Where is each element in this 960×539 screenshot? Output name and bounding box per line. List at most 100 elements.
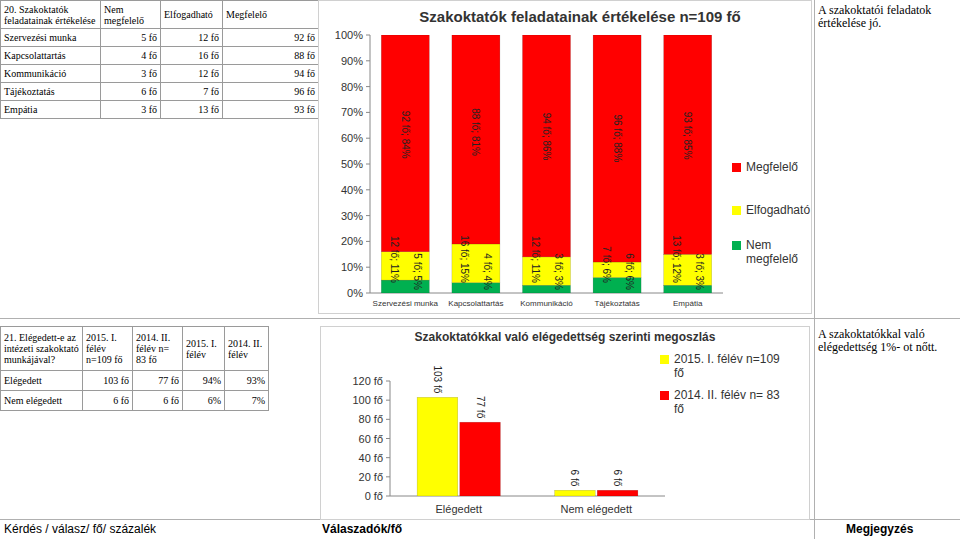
tick: [366, 112, 370, 113]
data-label: 93 fő; 85%: [682, 112, 693, 160]
tick: [366, 60, 370, 61]
bars: [417, 397, 638, 496]
chart: Szakoktatók feladatainak értékelése n=10…: [318, 0, 812, 314]
category-label: Nem elégedett: [560, 503, 632, 515]
divider: [814, 0, 815, 539]
data-label: 92 fő; 84%: [400, 111, 411, 159]
legend-label: 2015. I. félév n=109 fő: [660, 352, 785, 380]
tick-label: 40 fő: [359, 452, 383, 464]
bar: [555, 490, 596, 496]
tick: [366, 293, 370, 294]
cell: 12 fő: [161, 65, 223, 83]
cell: Elégedett: [1, 371, 83, 391]
bar: [664, 35, 712, 254]
table-body: 21. Elégedett-e az intézeti szakoktató m…: [1, 327, 269, 411]
bar: [460, 422, 501, 496]
bar: [597, 490, 638, 496]
cell: 88 fő: [223, 47, 319, 65]
cell: 92 fő: [223, 29, 319, 47]
table-body: 20. Szakoktatók feladatainak értékeléseN…: [1, 1, 319, 119]
row: Szervezési munka5 fő12 fő92 fő: [1, 29, 319, 47]
header-row: 21. Elégedett-e az intézeti szakoktató m…: [1, 327, 269, 371]
tick: [366, 215, 370, 216]
data-label: 6 fő: [569, 470, 580, 487]
tick-label: 60 fő: [359, 433, 383, 445]
cell: 6 fő: [101, 83, 161, 101]
cell: 4 fő: [101, 47, 161, 65]
cell: 94%: [183, 371, 225, 391]
cell: Tájékoztatás: [1, 83, 101, 101]
data-label: 88 fő; 81%: [470, 108, 481, 156]
cell: 6%: [183, 391, 225, 411]
cell: Szervezési munka: [1, 29, 101, 47]
tick: [366, 86, 370, 87]
data-label: 16 fő; 15%: [459, 235, 470, 283]
tick-label: 60%: [341, 132, 363, 144]
tick-label: 20 fő: [359, 471, 383, 483]
data-labels: 5 fő; 5%4 fő; 4%3 fő; 3%6 fő; 6%3 fő; 3%…: [389, 108, 705, 290]
footer-text: Kérdés / válasz/ fő/ százalék: [4, 522, 156, 536]
chart-frame: [319, 1, 812, 314]
cell: 7%: [225, 391, 269, 411]
page: 20. Szakoktatók feladatainak értékeléseN…: [0, 0, 960, 539]
tick: [386, 438, 390, 439]
header-cell: Megfelelő: [223, 1, 319, 29]
data-label: 6 fő: [612, 470, 623, 487]
cell: 3 fő: [101, 101, 161, 119]
cell: 77 fő: [133, 371, 183, 391]
category-label: Szervezési munka: [373, 299, 439, 308]
y-axis: [390, 381, 391, 496]
cell: 7 fő: [161, 83, 223, 101]
chart-frame: [321, 327, 810, 520]
tick: [366, 267, 370, 268]
table: 20. Szakoktatók feladatainak értékeléseN…: [0, 0, 319, 119]
legend-label: Nem megfelelő: [732, 238, 810, 266]
row: Nem elégedett6 fő6 fő6%7%: [1, 391, 269, 411]
data-label: 13 fő; 12%: [671, 235, 682, 283]
cell: Kommunikáció: [1, 65, 101, 83]
tick-label: 80%: [341, 81, 363, 93]
cell: 93%: [225, 371, 269, 391]
bar: [381, 35, 429, 252]
tick: [386, 476, 390, 477]
data-labels: 103 fő6 fő77 fő6 fő: [432, 365, 623, 486]
bar: [417, 397, 458, 496]
legend-swatch: [732, 206, 741, 215]
table: 21. Elégedett-e az intézeti szakoktató m…: [0, 326, 269, 411]
cell: 6 fő: [133, 391, 183, 411]
tick: [386, 419, 390, 420]
cell: 93 fő: [223, 101, 319, 119]
header-cell: Nem megfelelő: [101, 1, 161, 29]
cell: 6 fő: [83, 391, 133, 411]
data-label: 12 fő; 11%: [530, 236, 541, 283]
tick: [386, 400, 390, 401]
row: Kommunikáció3 fő12 fő94 fő: [1, 65, 319, 83]
category-label: Kapcsolattartás: [448, 299, 503, 308]
divider: [0, 318, 960, 319]
tick-label: 120 fő: [352, 375, 383, 387]
chart-title: Szakoktatókkal való elégedettség szerint…: [415, 330, 716, 344]
header-cell: 20. Szakoktatók feladatainak értékelése: [1, 1, 101, 29]
tick-label: 50%: [341, 158, 363, 170]
category-label: Empátia: [673, 299, 703, 308]
data-label: 4 fő; 4%: [482, 253, 493, 290]
tick-label: 0 fő: [365, 490, 383, 502]
cell: 12 fő: [161, 29, 223, 47]
header-cell: 21. Elégedett-e az intézeti szakoktató m…: [1, 327, 83, 371]
cell: 3 fő: [101, 65, 161, 83]
footer-text: Megjegyzés: [846, 522, 913, 536]
cell: 5 fő: [101, 29, 161, 47]
data-label: 7 fő; 6%: [601, 246, 612, 283]
note: A szakoktatókkal való elégedettség 1%- o…: [818, 328, 956, 354]
tick: [386, 457, 390, 458]
tick-label: 10%: [341, 261, 363, 273]
tick-label: 70%: [341, 106, 363, 118]
tick: [366, 189, 370, 190]
header-cell: 2014. II. félév n= 83 fő: [133, 327, 183, 371]
legend-swatch: [660, 391, 669, 400]
data-label: 12 fő; 11%: [389, 236, 400, 283]
data-label: 96 fő; 88%: [612, 114, 623, 162]
legend-swatch: [732, 163, 741, 172]
header-row: 20. Szakoktatók feladatainak értékeléseN…: [1, 1, 319, 29]
header-cell: Elfogadható: [161, 1, 223, 29]
